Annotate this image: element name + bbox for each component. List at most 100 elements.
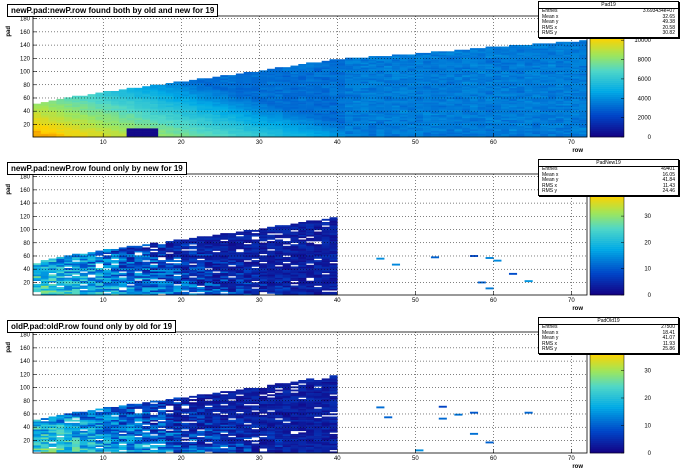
heatmap-cell: [173, 117, 182, 120]
heatmap-cell: [415, 133, 424, 136]
heatmap-cell: [337, 113, 346, 116]
heatmap-cell: [48, 277, 57, 280]
heatmap-cell: [391, 117, 401, 120]
heatmap-cell: [64, 283, 73, 286]
heatmap-cell: [228, 106, 237, 109]
heatmap-cell: [157, 117, 166, 120]
heatmap-cell: [40, 291, 49, 294]
heatmap-cell: [134, 97, 143, 100]
heatmap-cell: [345, 125, 354, 128]
heatmap-cell: [282, 87, 291, 90]
heatmap-cell: [547, 59, 557, 62]
heatmap-cell: [220, 280, 229, 283]
heatmap-cell: [524, 133, 533, 136]
heatmap-cell: [111, 438, 120, 441]
heatmap-cell: [64, 105, 73, 108]
heatmap-cell: [40, 438, 49, 441]
heatmap-cell: [150, 280, 159, 283]
heatmap-cell: [469, 79, 479, 82]
heatmap-cell: [267, 244, 276, 247]
heatmap-cell: [563, 132, 572, 135]
heatmap-cell: [165, 116, 174, 119]
heatmap-cell: [103, 252, 112, 255]
heatmap-cell: [290, 282, 299, 285]
heatmap-cell: [407, 64, 416, 66]
heatmap-cell: [438, 51, 447, 54]
heatmap-cell: [196, 130, 205, 133]
color-bar-segment: [590, 68, 624, 71]
heatmap-cell: [345, 97, 354, 100]
heatmap-cell: [157, 244, 166, 247]
heatmap-cell: [95, 95, 104, 98]
color-bar-segment: [590, 48, 624, 51]
heatmap-cell: [189, 247, 198, 250]
color-bar-tick-label: 0: [648, 135, 652, 141]
heatmap-cell: [173, 100, 182, 103]
heatmap-cell: [352, 125, 362, 128]
heatmap-cell: [64, 135, 73, 138]
heatmap-cell: [477, 52, 486, 55]
heatmap-cell: [87, 102, 96, 104]
heatmap-cell: [446, 108, 455, 111]
heatmap-cell: [532, 49, 541, 52]
heatmap-cell: [173, 125, 182, 128]
heatmap-cell: [235, 106, 244, 109]
heatmap-cell: [56, 280, 65, 283]
heatmap-cell: [274, 81, 283, 84]
heatmap-cell: [532, 135, 541, 138]
heatmap-cell: [134, 133, 143, 136]
heatmap-cell: [196, 133, 205, 136]
heatmap-cell: [282, 105, 291, 108]
heatmap-cell: [235, 113, 244, 116]
heatmap-cell: [579, 52, 588, 55]
heatmap-cell: [399, 94, 408, 97]
heatmap-cell: [446, 95, 455, 98]
heatmap-cell: [228, 98, 237, 101]
heatmap-cell: [555, 75, 564, 77]
heatmap-cell: [501, 119, 510, 122]
heatmap-cell: [56, 282, 65, 285]
heatmap-cell: [118, 291, 127, 294]
heatmap-cell: [189, 127, 198, 130]
heatmap-cell: [298, 110, 307, 112]
heatmap-cell: [259, 102, 268, 104]
heatmap-cell: [72, 102, 81, 104]
heatmap-cell: [267, 258, 276, 261]
heatmap-cell: [72, 435, 81, 438]
heatmap-cell: [430, 111, 440, 114]
heatmap-cell: [532, 117, 541, 120]
heatmap-cell: [477, 54, 486, 57]
heatmap-cell: [267, 261, 276, 264]
heatmap-cell: [313, 237, 322, 240]
heatmap-cell: [79, 266, 88, 269]
heatmap-cell: [181, 90, 190, 93]
heatmap-cell: [579, 48, 588, 51]
heatmap-cell: [126, 282, 135, 285]
heatmap-cell: [547, 122, 557, 125]
heatmap-cell: [376, 67, 385, 70]
heatmap-cell: [243, 127, 252, 130]
heatmap-cell: [118, 261, 127, 264]
heatmap-cell: [571, 133, 580, 136]
heatmap-cell: [259, 106, 268, 109]
heatmap-cell: [306, 102, 315, 104]
heatmap-cell: [407, 130, 416, 133]
heatmap-cell: [430, 81, 440, 84]
heatmap-cell: [243, 92, 252, 95]
heatmap-cell: [321, 244, 330, 247]
heatmap-cell: [306, 220, 315, 223]
heatmap-cell: [40, 129, 49, 131]
x-tick-label: 30: [256, 298, 263, 304]
color-bar-segment: [590, 278, 624, 282]
color-bar-segment: [590, 254, 624, 257]
heatmap-cell: [524, 95, 533, 98]
heatmap-cell: [243, 83, 252, 85]
heatmap-cell: [329, 65, 338, 68]
heatmap-cell: [493, 124, 502, 127]
heatmap-cell: [118, 274, 127, 277]
heatmap-cell: [399, 92, 408, 95]
heatmap-cell: [423, 94, 432, 97]
heatmap-cell: [103, 446, 112, 449]
heatmap-cell: [204, 272, 213, 275]
heatmap-cell: [33, 279, 42, 282]
